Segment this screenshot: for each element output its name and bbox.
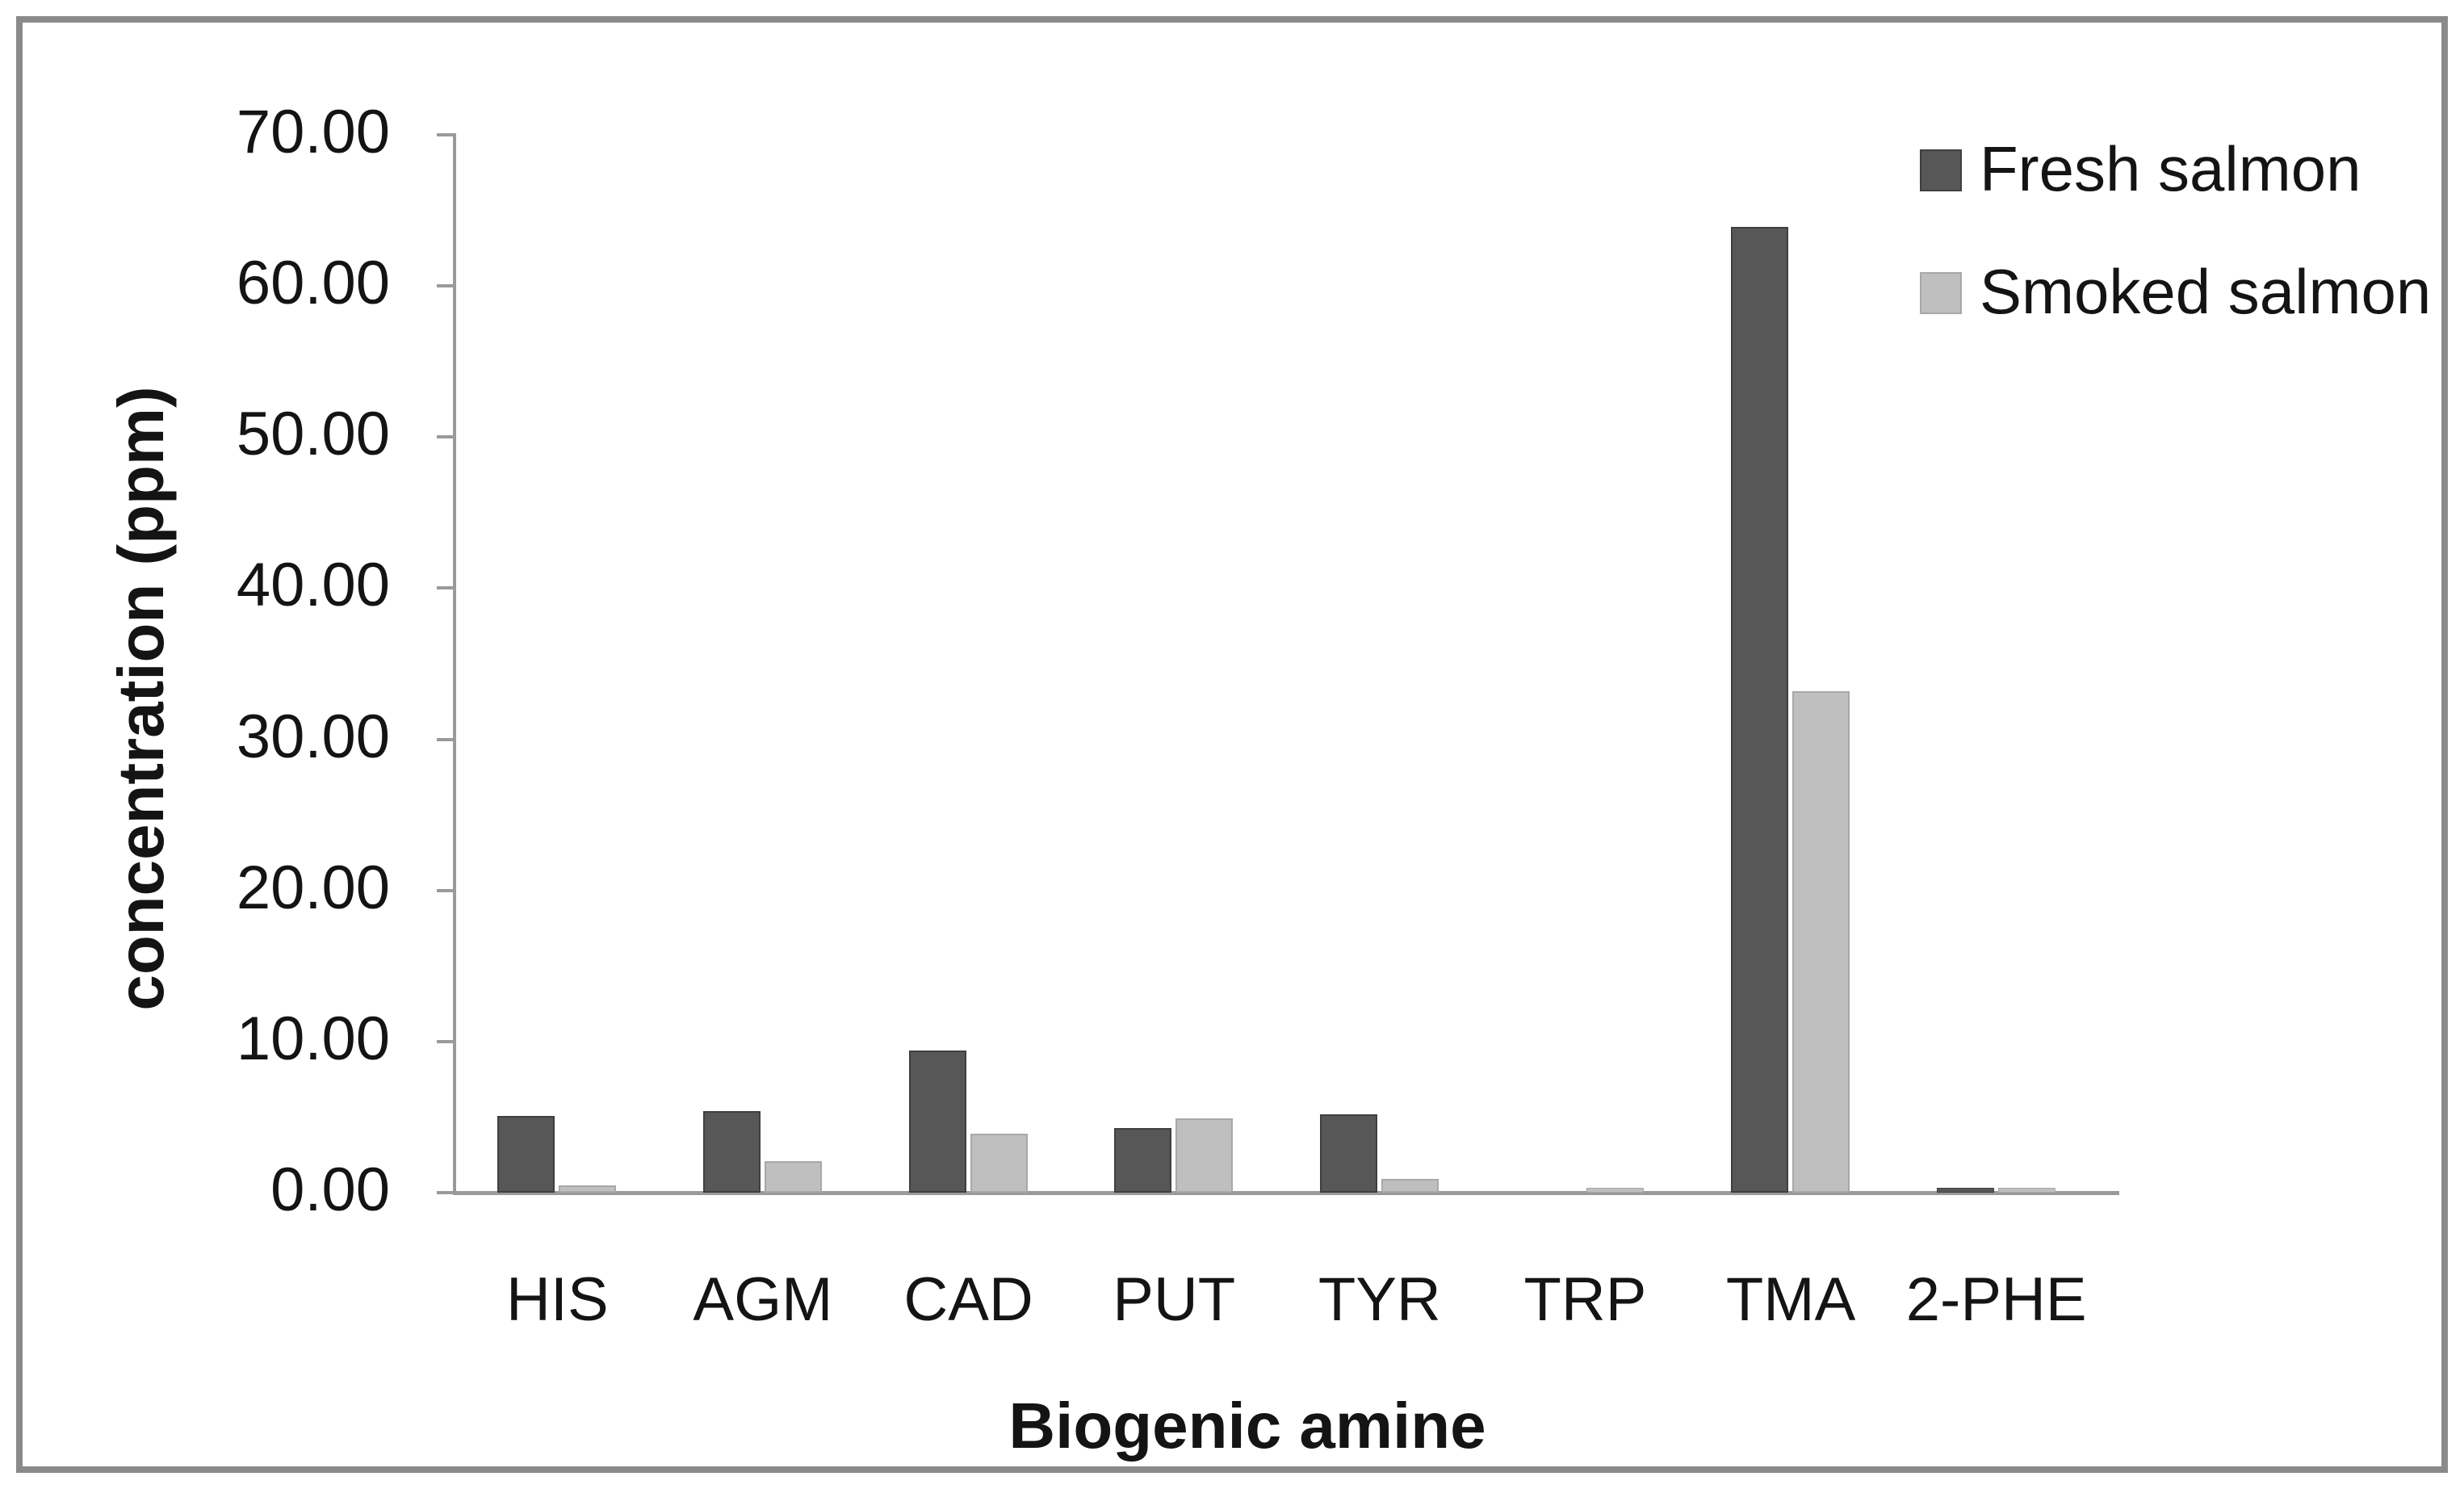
x-axis-category-label: TMA xyxy=(1725,1265,1856,1334)
bar-smoked-TRP xyxy=(1586,1188,1645,1193)
bar-smoked-PUT xyxy=(1175,1118,1234,1193)
y-axis-tick xyxy=(437,1191,455,1194)
y-axis-tick xyxy=(437,133,455,136)
bar-fresh-HIS xyxy=(497,1115,555,1193)
y-axis-tick-label: 30.00 xyxy=(236,702,390,771)
x-axis-category-label: AGM xyxy=(693,1265,833,1334)
bar-smoked-AGM xyxy=(764,1160,822,1193)
x-axis-title: Biogenic amine xyxy=(1008,1390,1486,1462)
bar-smoked-2-PHE xyxy=(1997,1188,2055,1193)
y-axis-tick xyxy=(437,435,455,439)
bar-smoked-TYR xyxy=(1381,1179,1439,1193)
y-axis-tick xyxy=(437,888,455,892)
bar-smoked-HIS xyxy=(559,1185,617,1193)
y-axis-tick xyxy=(437,1039,455,1043)
bar-fresh-CAD xyxy=(908,1051,966,1193)
y-axis-tick-label: 10.00 xyxy=(236,1004,390,1073)
bar-fresh-TYR xyxy=(1319,1114,1377,1193)
y-axis-tick-label: 50.00 xyxy=(236,400,390,469)
figure-border xyxy=(16,16,2448,1473)
x-axis-category-label: HIS xyxy=(505,1265,609,1334)
y-axis-tick-label: 40.00 xyxy=(236,551,390,620)
y-axis-line xyxy=(453,133,456,1194)
bar-smoked-CAD xyxy=(970,1134,1028,1193)
x-axis-category-label: TYR xyxy=(1318,1265,1441,1334)
legend-swatch-fresh-salmon xyxy=(1920,149,1962,191)
y-axis-tick-label: 60.00 xyxy=(236,249,390,318)
x-axis-category-label: PUT xyxy=(1113,1265,1236,1334)
legend-label-fresh-salmon: Fresh salmon xyxy=(1980,133,2361,204)
x-axis-line xyxy=(453,1191,2119,1195)
bar-fresh-AGM xyxy=(702,1110,761,1193)
bar-smoked-TMA xyxy=(1792,690,1850,1193)
y-axis-tick-label: 0.00 xyxy=(270,1156,390,1224)
bar-fresh-2-PHE xyxy=(1936,1188,1994,1193)
bar-fresh-PUT xyxy=(1114,1127,1172,1193)
y-axis-tick xyxy=(437,284,455,288)
legend-swatch-smoked-salmon xyxy=(1920,272,1962,314)
y-axis-tick-label: 20.00 xyxy=(236,853,390,922)
y-axis-tick-label: 70.00 xyxy=(236,98,390,166)
x-axis-category-label: 2-PHE xyxy=(1905,1265,2087,1334)
bar-fresh-TMA xyxy=(1731,227,1789,1193)
x-axis-category-label: CAD xyxy=(903,1265,1033,1334)
legend-label-smoked-salmon: Smoked salmon xyxy=(1980,256,2432,327)
y-axis-tick xyxy=(437,586,455,590)
y-axis-tick xyxy=(437,737,455,741)
x-axis-category-label: TRP xyxy=(1523,1265,1647,1334)
